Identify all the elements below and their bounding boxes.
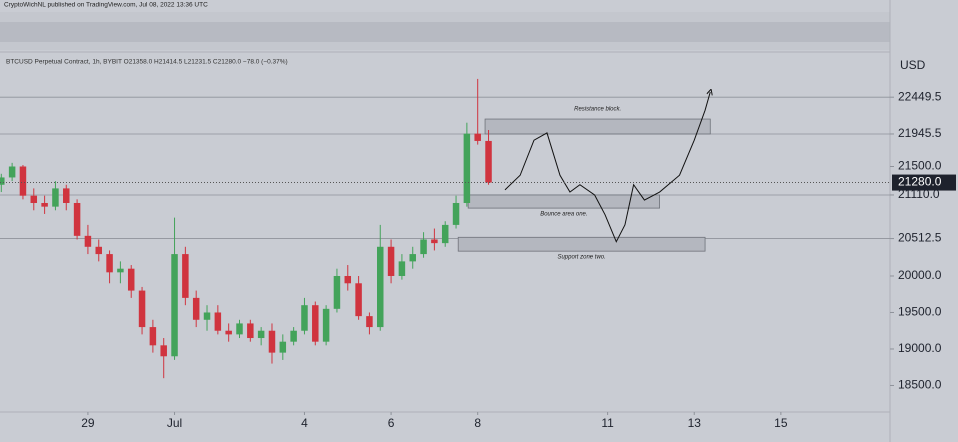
candle-body [30,195,38,203]
candle-body [355,283,362,317]
x-tick-label: 29 [81,416,95,430]
candle-body [485,140,492,183]
candle-body [257,330,265,339]
x-tick-label: 6 [388,416,395,430]
candle-body [8,166,16,178]
last-price-label: 21280.0 [898,175,942,189]
candle-body [73,202,81,236]
candle-body [0,177,5,185]
zone-label: Bounce area one. [540,212,587,218]
candle-body [279,341,287,353]
zone-label: Resistance block. [574,107,621,113]
y-tick-label: 22449.5 [898,89,942,103]
candle-body [474,133,481,141]
candle-body [398,261,406,276]
candle-body [247,323,254,339]
x-tick-label: 15 [774,416,788,430]
candle-body [441,224,449,244]
candle-body [290,330,297,342]
x-tick-label: 13 [688,416,702,430]
candle-body [160,345,167,357]
y-tick-label: 21500.0 [898,159,942,173]
candle-body [106,254,113,273]
candle-body [236,323,243,335]
candle-body [225,330,232,335]
candle-body [19,166,27,196]
zone [484,118,711,135]
candle-body [127,268,135,291]
candle-body [387,246,395,276]
legend: BTCUSD Perpetual Contract, 1h, BYBIT O21… [6,59,288,66]
y-tick-label: 21945.5 [898,126,942,140]
candle-body [63,188,70,203]
x-tick-label: 4 [301,416,308,430]
header: CryptoWichNL published on TradingView.co… [4,2,208,9]
candle-body [268,330,276,353]
candle-body [452,202,460,225]
candle-body [366,316,373,328]
y-tick-label: 21110.0 [898,187,940,201]
y-tick-label: 20512.5 [898,231,942,245]
y-tick-label: 19000.0 [898,341,942,355]
candle-body [377,246,384,328]
candle-body [463,133,471,203]
candle-body [192,297,200,320]
zone [457,236,706,252]
x-tick-label: 11 [601,416,614,430]
projection-path [504,92,710,243]
candle-body [203,312,211,320]
x-tick-label: Jul [167,416,182,430]
candle-body [431,239,438,244]
y-tick-label: 18500.0 [898,378,942,392]
candle-body [52,188,59,207]
last-price-box [892,174,956,191]
candle-body [312,305,319,342]
candle-body [84,235,92,247]
y-tick-label: 19500.0 [898,305,942,319]
candle-body [138,290,146,328]
candle-body [95,246,102,255]
candle-body [333,275,341,309]
indicator-band [0,22,890,42]
candle-body [182,254,189,298]
candle-body [41,202,48,207]
candle-body [171,254,178,357]
candle-body [322,308,330,342]
candle-body [301,305,308,331]
zone-label: Support zone two. [557,255,605,261]
candle-body [420,239,427,255]
y-tick-label: 20000.0 [898,268,942,282]
x-tick-label: 8 [474,416,481,430]
candle-body [214,312,222,331]
candle-body [344,275,352,284]
candle-body [149,327,157,346]
candle-body [117,268,124,273]
candle-body [409,254,416,262]
y-axis-label: USD [900,58,926,72]
